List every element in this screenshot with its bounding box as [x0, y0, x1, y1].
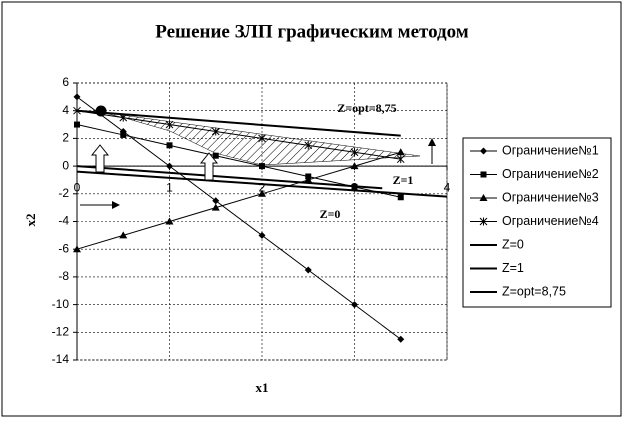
marker — [304, 266, 312, 274]
marker — [74, 121, 80, 128]
arrow-head — [112, 201, 120, 209]
marker — [165, 217, 174, 225]
legend-label: Ограничение№1 — [502, 143, 599, 157]
series-group — [73, 93, 448, 343]
marker — [120, 131, 127, 138]
marker — [350, 162, 359, 170]
legend-items: Ограничение№1 Ограничение№2 Ограничение№3 О… — [470, 143, 599, 298]
marker — [479, 217, 488, 226]
marker — [304, 141, 313, 150]
marker — [397, 194, 404, 201]
y-tick-label: 2 — [62, 131, 69, 145]
marker — [166, 162, 173, 170]
optimum-point — [95, 105, 107, 117]
arrows — [90, 144, 219, 181]
y-tick-label: 6 — [62, 75, 69, 89]
legend-label: Ограничение№3 — [502, 190, 599, 204]
series-line — [76, 165, 383, 190]
marker — [397, 335, 405, 343]
marker — [480, 171, 487, 178]
x-tick-label: 4 — [444, 180, 451, 194]
marker — [165, 120, 174, 129]
series-line — [76, 96, 402, 340]
y-tick-label: -10 — [52, 297, 70, 311]
y-tick-label: -6 — [58, 241, 69, 255]
annotation: Z=0 — [320, 207, 341, 221]
arrow — [90, 144, 110, 173]
x-axis-label: x1 — [256, 380, 269, 395]
y-tick-label: 0 — [62, 158, 69, 172]
y-tick-label: -14 — [52, 352, 70, 366]
legend-label: Ограничение№2 — [502, 167, 599, 181]
series-line — [76, 170, 448, 198]
y-tick-label: -2 — [58, 186, 69, 200]
legend-label: Z=opt=8,75 — [502, 284, 566, 298]
y-tick-label: 4 — [62, 103, 69, 117]
series-line — [76, 151, 401, 250]
series-line — [76, 110, 401, 160]
plot-area: -14-12-10-8-6-4-2024601234 — [52, 75, 451, 366]
x-tick-label: 2 — [259, 180, 266, 194]
y-axis-label: x2 — [23, 214, 38, 227]
x-tick-label: 1 — [166, 180, 173, 194]
marker — [258, 231, 266, 239]
marker — [73, 245, 81, 253]
marker — [304, 175, 313, 183]
y-tick-label: -4 — [58, 214, 69, 228]
chart-title: Решение ЗЛП графическим методом — [155, 21, 469, 42]
marker — [212, 152, 219, 159]
legend — [462, 137, 612, 308]
series-line — [76, 109, 401, 137]
legend-label: Z=0 — [502, 237, 524, 251]
legend-label: Z=1 — [502, 261, 524, 275]
marker — [212, 197, 220, 205]
annotation: Z=opt=8,75 — [337, 101, 396, 115]
marker — [259, 163, 265, 170]
marker — [351, 301, 358, 309]
marker — [73, 93, 81, 101]
marker — [211, 127, 220, 136]
marker — [258, 189, 266, 197]
marker — [166, 142, 173, 149]
y-tick-label: -8 — [58, 269, 69, 283]
marker — [119, 231, 128, 239]
marker — [480, 147, 487, 155]
arrow — [199, 152, 219, 181]
annotation: Z=1 — [393, 173, 414, 187]
marker — [211, 203, 220, 211]
marker — [258, 134, 266, 143]
marker — [350, 148, 359, 157]
legend-label: Ограничение№4 — [502, 214, 599, 228]
marker — [396, 148, 405, 156]
arrow-head — [428, 138, 436, 146]
marker — [396, 155, 405, 164]
marker — [479, 194, 488, 201]
y-tick-label: -12 — [52, 324, 70, 338]
